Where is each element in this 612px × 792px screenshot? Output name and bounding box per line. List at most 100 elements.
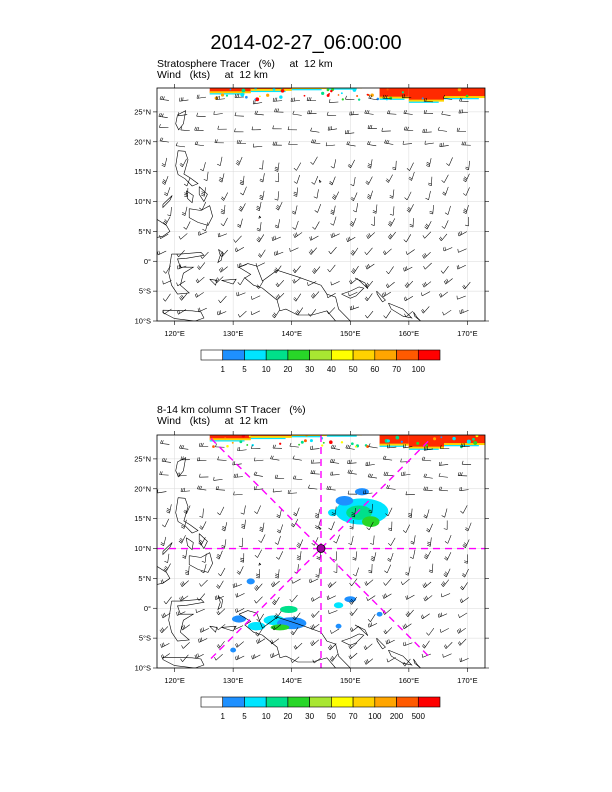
tracer-dot xyxy=(231,441,234,444)
wind-barb xyxy=(296,551,302,561)
wind-barb xyxy=(426,627,435,636)
wind-barb xyxy=(255,569,261,579)
tracer-dot xyxy=(466,439,471,444)
wind-barb xyxy=(217,232,227,238)
colorbar-box xyxy=(331,349,354,361)
wind-barb xyxy=(214,139,224,144)
wind-barb xyxy=(287,489,298,494)
colorbar-label: 1 xyxy=(221,712,226,721)
wind-barb xyxy=(213,476,223,481)
wind-barb xyxy=(290,97,300,102)
tracer-dot xyxy=(395,435,400,440)
wind-barb xyxy=(346,236,356,243)
colorbar-top: 1 5 10 20 30 40 50 60 70 100 xyxy=(200,349,441,374)
wind-barb xyxy=(329,654,338,662)
wind-barb xyxy=(439,628,450,633)
wind-barb xyxy=(272,444,282,449)
wind-barb xyxy=(344,129,355,135)
wind-barb xyxy=(203,171,209,181)
wind-barb xyxy=(352,203,359,213)
wind-barb xyxy=(181,642,190,649)
wind-barb xyxy=(366,595,376,601)
tracer-dot xyxy=(212,445,215,448)
wind-barb xyxy=(366,521,374,531)
wind-barb xyxy=(198,537,206,546)
tracer-dot xyxy=(321,91,325,95)
wind-barb xyxy=(164,553,170,563)
wind-barb xyxy=(236,566,244,575)
tracer-dot xyxy=(350,442,354,446)
tracer-dot xyxy=(385,97,389,101)
wind-barb xyxy=(270,580,280,588)
wind-barb xyxy=(271,310,280,319)
wind-barb xyxy=(421,456,432,462)
wind-barb xyxy=(183,221,191,230)
coastline xyxy=(175,150,199,187)
wind-barb xyxy=(421,291,431,297)
wind-barb xyxy=(220,192,228,201)
wind-barb xyxy=(461,568,469,578)
wind-barb xyxy=(290,518,299,528)
wind-barb xyxy=(422,281,432,288)
lon-tick-label: 170°E xyxy=(457,329,478,338)
wind-barb xyxy=(162,293,171,302)
wind-barb xyxy=(348,652,358,660)
wind-barb xyxy=(349,111,359,116)
wind-barb xyxy=(287,126,297,131)
wind-barb xyxy=(437,612,448,618)
wind-barb xyxy=(401,94,412,99)
wind-barb xyxy=(200,187,206,197)
wind-barb xyxy=(365,310,374,319)
wind-barb xyxy=(352,551,358,561)
wind-barb xyxy=(184,188,189,198)
wind-barb xyxy=(462,204,469,214)
wind-barb xyxy=(441,174,449,183)
wind-barb xyxy=(425,158,432,168)
tracer-dot xyxy=(272,88,276,91)
wind-barb xyxy=(327,264,336,273)
wind-barb xyxy=(254,596,263,604)
tracer-edge xyxy=(444,96,485,99)
wind-barb xyxy=(423,110,434,114)
wind-barb xyxy=(202,222,209,232)
colorbar-label: 40 xyxy=(327,365,336,374)
tracer-blob xyxy=(344,596,357,603)
wind-barb xyxy=(349,305,359,311)
wind-barb xyxy=(383,248,392,255)
tracer-fringe xyxy=(379,445,405,447)
wind-barb xyxy=(459,657,469,663)
wind-barb xyxy=(386,484,396,490)
wind-barb xyxy=(183,505,191,514)
tracer-dot xyxy=(255,97,260,102)
wind-barb xyxy=(464,554,468,564)
wind-barb xyxy=(309,578,319,584)
wind-barb xyxy=(423,486,433,491)
wind-barb xyxy=(364,280,373,289)
tracer-dot xyxy=(473,441,478,445)
wind-barb xyxy=(234,112,244,117)
coastline xyxy=(341,286,365,299)
tracer-fringe xyxy=(408,448,439,450)
wind-barb xyxy=(292,612,301,621)
colorbar-box xyxy=(352,696,376,708)
tracer-dot xyxy=(475,435,479,438)
wind-barb xyxy=(382,593,392,599)
coastline xyxy=(354,277,369,289)
wind-barb xyxy=(232,582,242,588)
wind-barb xyxy=(456,627,466,634)
wind-barb xyxy=(333,563,338,573)
wind-barb xyxy=(423,262,432,270)
tracer-blob xyxy=(246,578,255,585)
wind-barb xyxy=(274,569,280,579)
wind-barb xyxy=(272,488,283,493)
wind-barb xyxy=(347,469,357,475)
colorbar-box xyxy=(309,696,332,708)
tracer-edge xyxy=(379,443,409,446)
wind-barb xyxy=(439,142,449,147)
wind-barb xyxy=(239,175,245,186)
tracer-blob xyxy=(376,611,383,617)
wind-barb xyxy=(233,235,242,243)
wind-barb xyxy=(273,610,282,619)
lat-tick-label: 5°N xyxy=(138,574,151,583)
tracer-dot xyxy=(337,94,340,96)
